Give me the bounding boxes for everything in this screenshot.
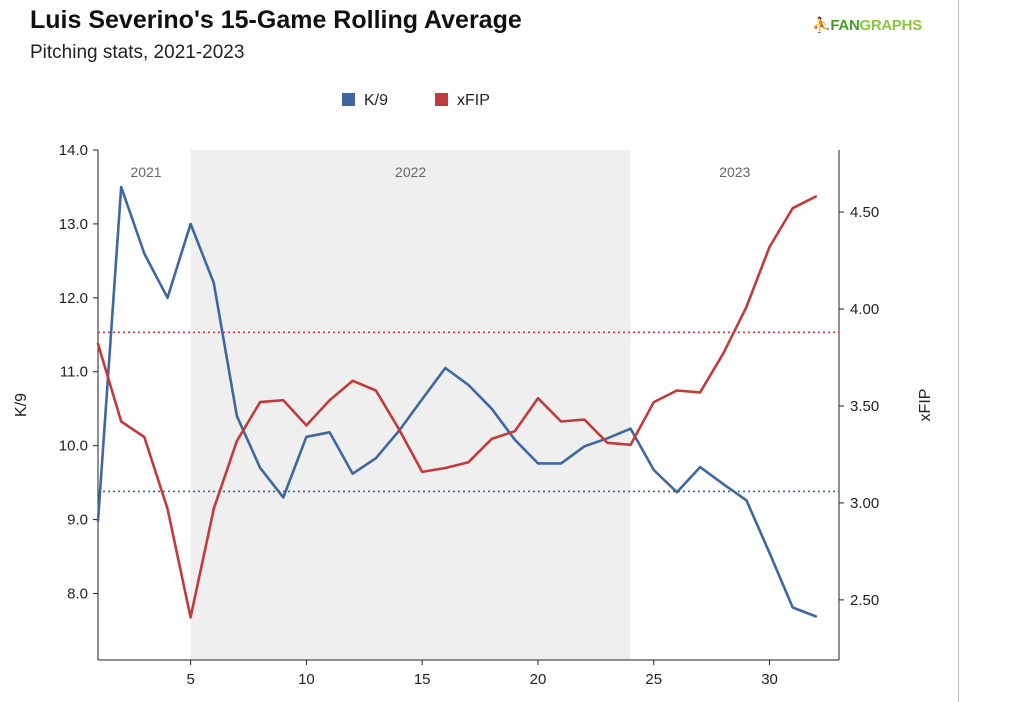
x-tick-label-30: 30 (761, 671, 778, 688)
fangraphs-logo-icon: ⛹ (812, 17, 831, 34)
y-left-tick-label-0: 8.0 (67, 585, 88, 602)
legend-label-k9: K/9 (364, 92, 388, 109)
season-label-2022: 2022 (395, 164, 426, 180)
fangraphs-logo[interactable]: ⛹FANGRAPHS (812, 16, 922, 34)
logo-fan-text: FAN (830, 17, 860, 34)
frame-divider (958, 0, 959, 702)
y-left-tick-label-2: 10.0 (59, 438, 88, 455)
chart-title: Luis Severino's 15-Game Rolling Average (30, 6, 522, 34)
y-left-tick-label-4: 12.0 (59, 290, 88, 307)
legend-swatch-xfip (435, 93, 448, 106)
y-right-axis-label: xFIP (917, 389, 934, 422)
x-tick-label-5: 5 (186, 671, 194, 688)
y-left-tick-label-3: 11.0 (60, 364, 88, 381)
y-left-tick-label-1: 9.0 (67, 512, 88, 529)
chart-subtitle: Pitching stats, 2021-2023 (30, 42, 245, 63)
series-line-k9 (96, 185, 818, 618)
y-right-tick-label-0: 2.50 (850, 592, 879, 609)
season-label-2023: 2023 (719, 164, 750, 180)
legend-swatch-k9 (342, 93, 355, 106)
legend-label-xfip: xFIP (457, 92, 490, 109)
y-right-tick-label-1: 3.00 (850, 495, 879, 512)
season-label-2021: 2021 (130, 164, 161, 180)
season-shade-2022 (190, 150, 631, 660)
y-right-tick-label-4: 4.50 (850, 204, 879, 221)
y-left-axis-label: K/9 (13, 393, 30, 417)
x-tick-label-25: 25 (645, 671, 662, 688)
y-right-tick-label-2: 3.50 (850, 398, 879, 415)
y-left-tick-label-6: 14.0 (59, 142, 88, 159)
series-line-xfip (96, 195, 818, 619)
x-tick-label-15: 15 (414, 671, 431, 688)
logo-graphs-text: GRAPHS (859, 17, 923, 34)
x-tick-label-20: 20 (530, 671, 547, 688)
y-left-tick-label-5: 13.0 (59, 216, 88, 233)
y-right-tick-label-3: 4.00 (850, 301, 879, 318)
x-tick-label-10: 10 (298, 671, 315, 688)
